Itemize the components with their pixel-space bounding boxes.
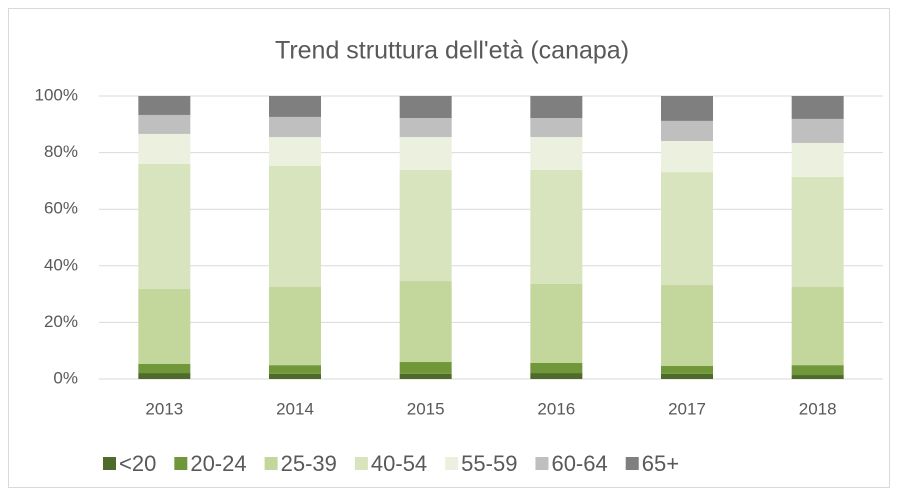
bar-segment	[399, 169, 452, 282]
x-tick-label: 2016	[537, 399, 575, 418]
bar-segment	[661, 140, 713, 173]
bar-segment	[791, 287, 844, 366]
bar-segment	[399, 281, 452, 363]
legend-label: 25-39	[281, 451, 337, 476]
x-tick-label: 2014	[276, 399, 314, 418]
bar-segment	[138, 163, 191, 290]
y-tick-label: 80%	[44, 142, 78, 161]
bar-segment	[138, 364, 191, 374]
bar-segment	[661, 120, 713, 141]
bar-segment	[661, 285, 713, 366]
bar-segment	[661, 373, 713, 379]
bar-segment	[530, 169, 583, 284]
bar-segment	[138, 96, 191, 115]
legend-label: <20	[119, 451, 156, 476]
bar-segment	[399, 373, 452, 379]
bar-segment	[791, 365, 844, 376]
legend-swatch	[264, 457, 278, 470]
bar-segment	[791, 96, 844, 119]
legend-swatch	[625, 457, 639, 470]
legend-label: 40-54	[371, 451, 427, 476]
bar-segment	[530, 283, 583, 363]
bar-segment	[530, 118, 583, 138]
y-tick-label: 40%	[44, 255, 78, 274]
bar-segment	[138, 289, 191, 365]
bar-segment	[399, 362, 452, 374]
legend-label: 65+	[642, 451, 679, 476]
bar-segment	[791, 176, 844, 288]
x-tick-label: 2013	[145, 399, 183, 418]
y-tick-label: 100%	[35, 85, 78, 104]
chart-title: Trend struttura dell'età (canapa)	[275, 37, 629, 65]
bar-segment	[530, 362, 583, 374]
bar-segment	[269, 365, 321, 374]
bar-segment	[269, 373, 321, 379]
y-tick-label: 60%	[44, 199, 78, 218]
bar-segment	[269, 137, 321, 166]
bar-segment	[399, 118, 452, 138]
legend-label: 20-24	[190, 451, 246, 476]
bar-segment	[269, 165, 321, 288]
legend-swatch	[103, 457, 116, 470]
x-tick-label: 2018	[799, 399, 837, 418]
bar-segment	[138, 373, 191, 379]
bar-segment	[399, 137, 452, 170]
x-tick-label: 2015	[407, 399, 445, 418]
bar-segment	[791, 142, 844, 177]
bar-segment	[791, 375, 844, 379]
legend-label: 55-59	[461, 451, 517, 476]
bar-segment	[530, 373, 583, 379]
bar-segment	[269, 287, 321, 366]
bar-segment	[791, 118, 844, 143]
bar-segment	[530, 96, 583, 119]
bar-segment	[269, 116, 321, 138]
x-tick-label: 2017	[668, 399, 706, 418]
bar-segment	[530, 137, 583, 170]
legend-swatch	[174, 457, 188, 470]
bar-segment	[399, 96, 452, 119]
legend-swatch	[445, 457, 459, 470]
bar-segment	[661, 96, 713, 121]
bar-segment	[138, 114, 191, 134]
y-tick-label: 20%	[44, 312, 78, 331]
bar-segment	[661, 365, 713, 374]
legend-swatch	[354, 457, 368, 470]
y-tick-label: 0%	[53, 368, 78, 387]
bar-segment	[269, 96, 321, 117]
legend-label: 60-64	[551, 451, 607, 476]
bar-segment	[661, 172, 713, 286]
bar-segment	[138, 133, 191, 164]
legend-swatch	[535, 457, 549, 470]
